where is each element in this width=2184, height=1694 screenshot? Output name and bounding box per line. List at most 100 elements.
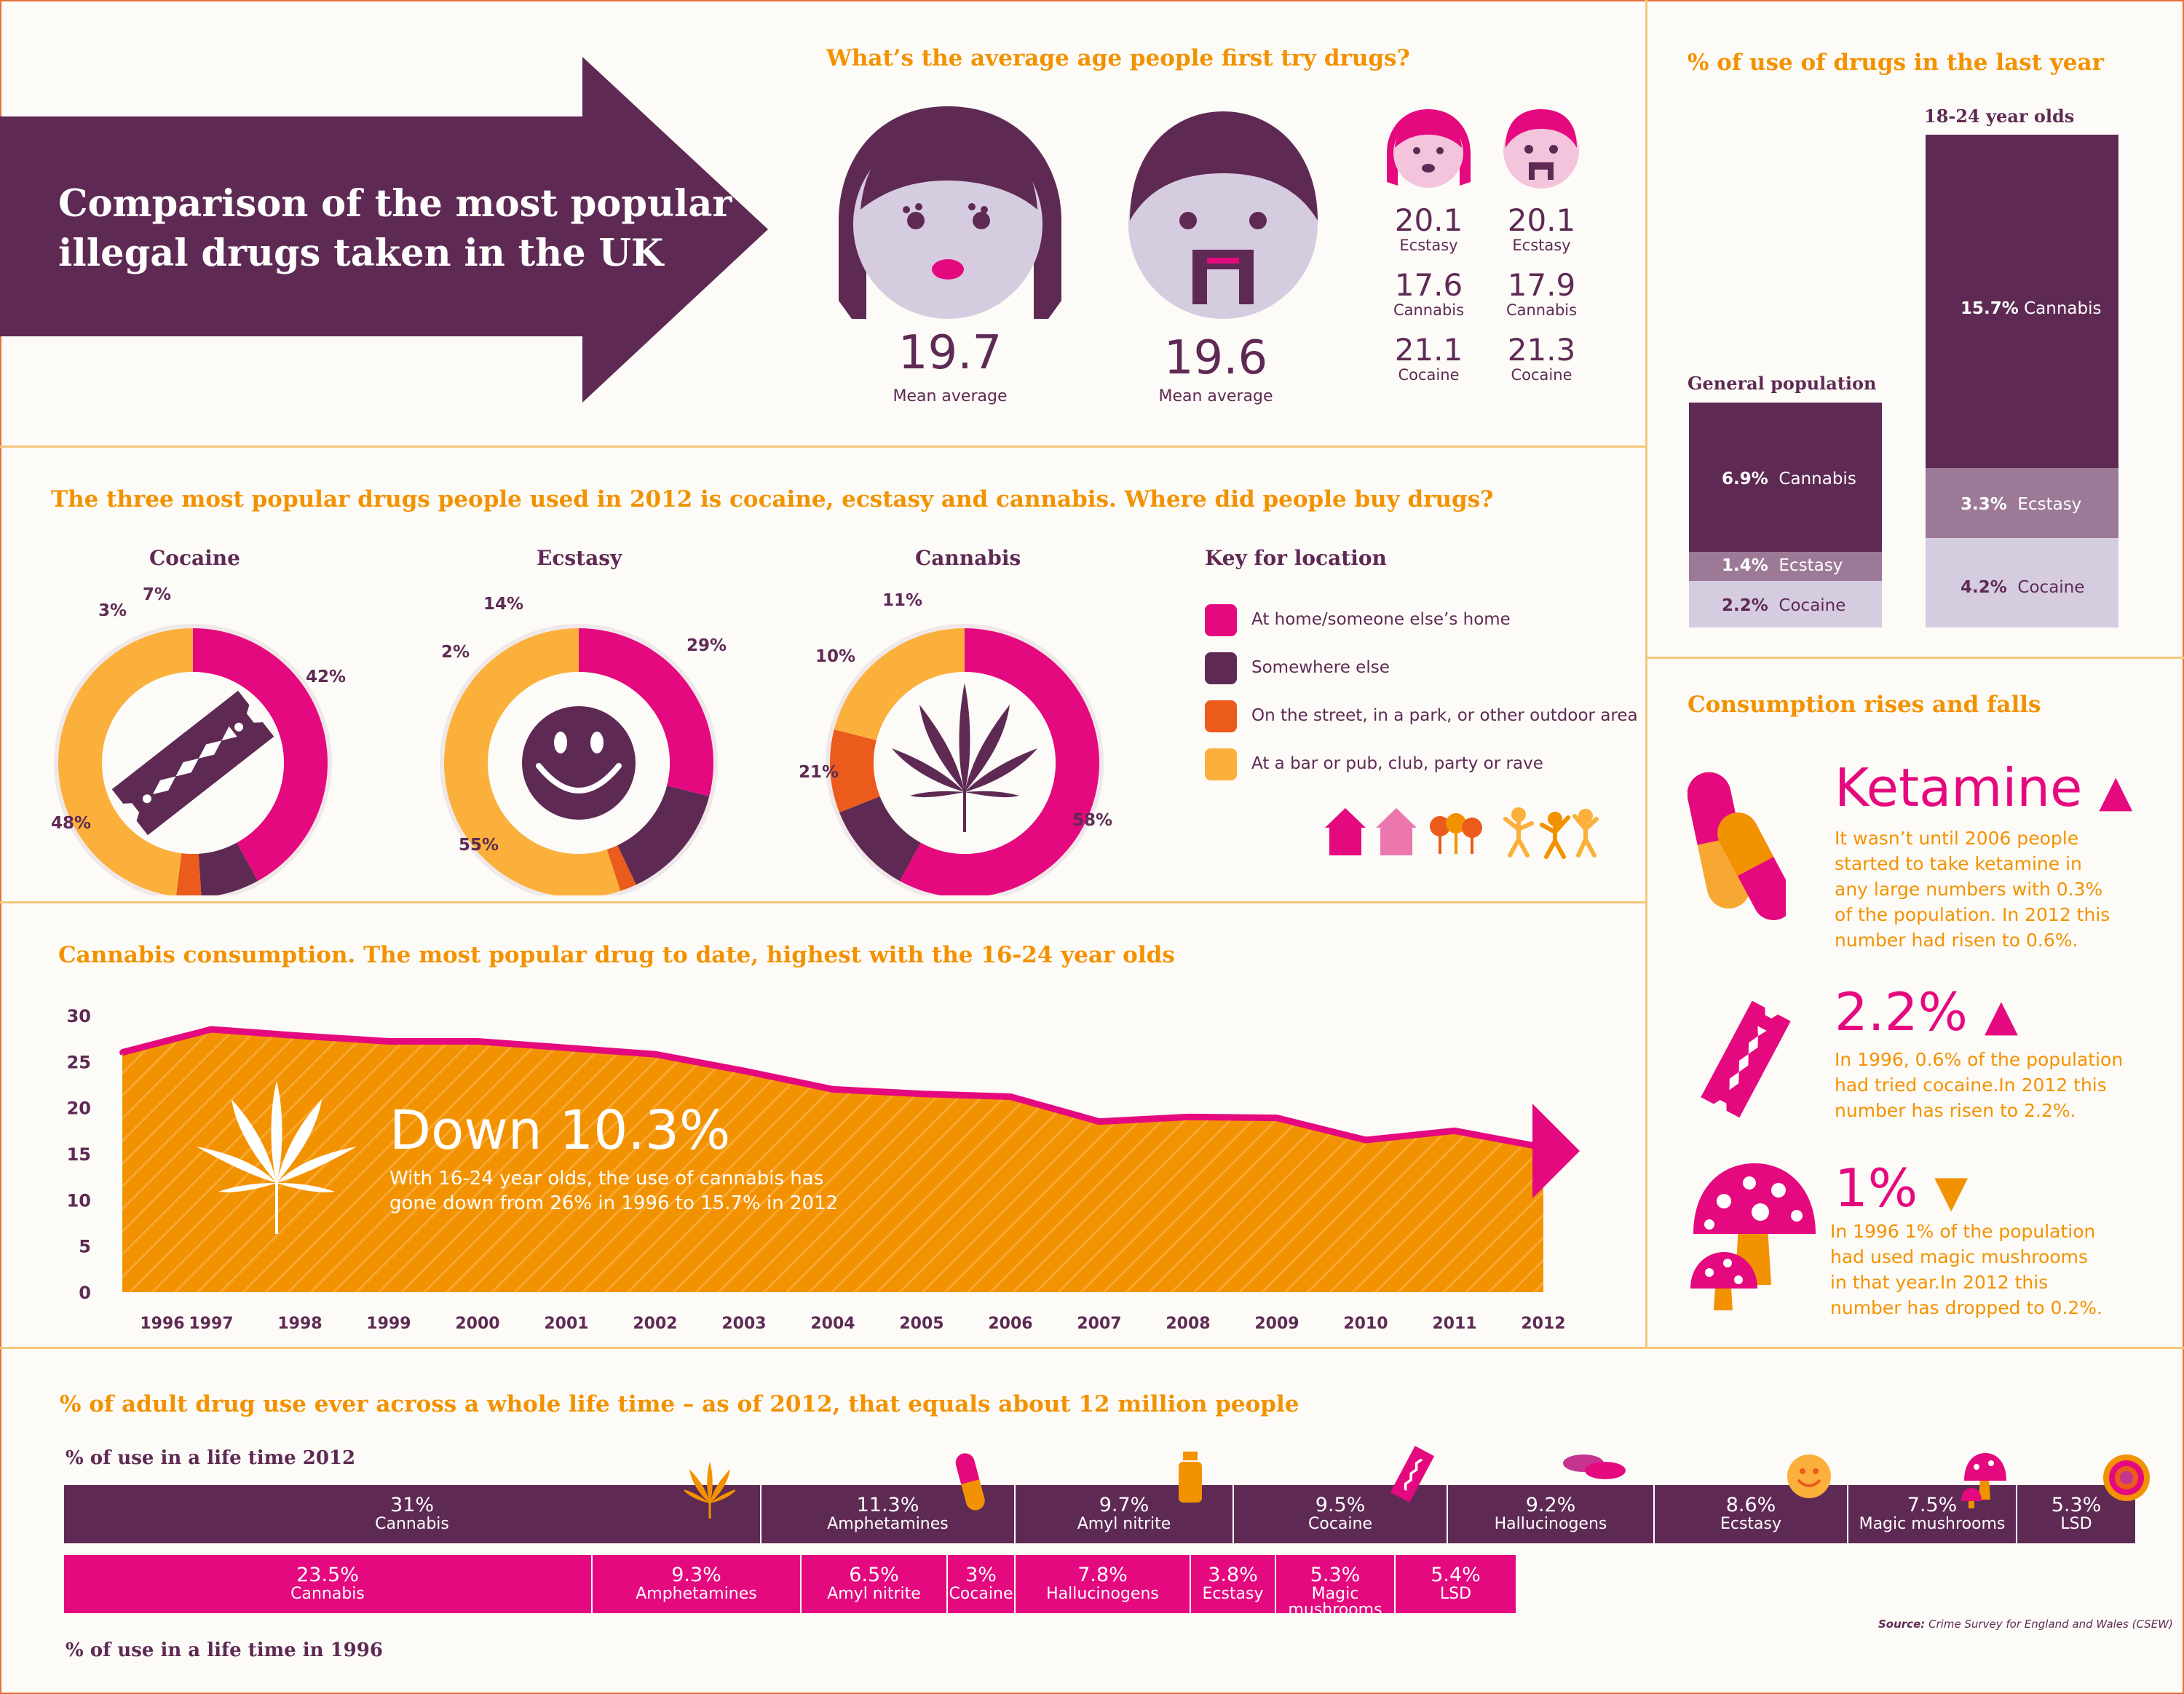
key-label-street: On the street, in a park, or other outdo… — [1251, 706, 1638, 725]
y-tick-label: 15 — [67, 1144, 91, 1165]
x-tick-label: 1996 — [140, 1315, 184, 1332]
female-ecstasy-label: Ecstasy — [1399, 237, 1458, 254]
general-cocaine-text: 2.2% Cocaine — [1722, 596, 1846, 615]
cannabis-donut-title: Cannabis — [915, 546, 1021, 570]
ketamine-text: It wasn’t until 2006 people started to ta… — [1835, 828, 2110, 951]
donut-slice-cannabis-3 — [834, 628, 965, 740]
lifetime-bar-cocaine: 3% Cocaine — [948, 1555, 1016, 1613]
bar-label: Magic mushrooms — [1859, 1515, 2006, 1533]
key-swatch-home — [1205, 604, 1237, 636]
cannabis-home-pct: 58% — [1072, 811, 1113, 830]
x-tick-label: 2011 — [1432, 1315, 1476, 1332]
lifetime-bar-amyl-nitrite: 6.5% Amyl nitrite — [802, 1555, 948, 1613]
y-tick-label: 10 — [67, 1190, 91, 1211]
female-cocaine-label: Cocaine — [1398, 366, 1460, 384]
general-ecstasy-text: 1.4% Ecstasy — [1722, 556, 1843, 575]
x-tick-label: 2012 — [1521, 1315, 1565, 1332]
ecstasy-street-pct: 2% — [441, 643, 470, 662]
male-ecstasy-label: Ecstasy — [1512, 237, 1571, 254]
razor-blade-icon — [1390, 1446, 1435, 1503]
female-mean-value: 19.7 — [898, 326, 1002, 380]
key-swatch-street — [1205, 700, 1237, 732]
young-cannabis-text: 15.7% Cannabis — [1961, 299, 2102, 318]
y-tick-label: 0 — [79, 1283, 91, 1303]
bar-value: 9.5% — [1315, 1494, 1366, 1516]
male-face-icon — [1128, 111, 1318, 319]
lifetime-2012-label: % of use in a life time 2012 — [66, 1447, 356, 1469]
lastyear-title: % of use of drugs in the last year — [1688, 50, 2104, 76]
divider — [0, 901, 1647, 903]
trend-arrow-head — [1532, 1104, 1580, 1199]
x-tick-label: 2007 — [1077, 1315, 1121, 1332]
smiley-icon — [1787, 1454, 1831, 1498]
bar-label: Ecstasy — [1202, 1585, 1264, 1603]
ketamine-heading: Ketamine ▲ — [1835, 757, 2133, 818]
donut-charts — [54, 624, 1104, 895]
female-cannabis-age: 17.6 — [1394, 267, 1463, 303]
smiley-icon — [522, 706, 636, 820]
bar-value: 9.2% — [1525, 1494, 1576, 1516]
trend-description: With 16-24 year olds, the use of cannabi… — [389, 1166, 838, 1216]
lifetime-1996-label: % of use in a life time in 1996 — [66, 1639, 383, 1661]
lsd-spiral-icon — [2103, 1454, 2150, 1501]
key-swatch-bar — [1205, 748, 1237, 780]
cocaine-change-text: In 1996, 0.6% of the population had tried… — [1835, 1049, 2124, 1121]
key-label-bar: At a bar or pub, club, party or rave — [1251, 754, 1543, 773]
x-tick-label: 2000 — [455, 1315, 499, 1332]
cannabis-street-pct: 10% — [815, 647, 856, 666]
donut-slice-cocaine-1 — [198, 842, 258, 895]
bar-label: LSD — [1439, 1585, 1472, 1603]
divider — [0, 1347, 2184, 1349]
donut-slice-cocaine-0 — [193, 628, 328, 882]
key-label-home: At home/someone else’s home — [1251, 610, 1511, 629]
female-cocaine-age: 21.1 — [1394, 332, 1463, 368]
bar-label: Amyl nitrite — [827, 1585, 921, 1603]
trees-icon — [1430, 813, 1482, 854]
cocaine-street-pct: 3% — [98, 601, 127, 620]
bar-value: 6.5% — [849, 1564, 899, 1586]
trend-area — [122, 1029, 1543, 1292]
trend-line — [121, 1026, 1544, 1151]
lifetime-bar-amphetamines: 9.3% Amphetamines — [593, 1555, 802, 1613]
trend-description-line: gone down from 26% in 1996 to 15.7% in 2… — [389, 1192, 839, 1214]
x-tick-label: 2008 — [1166, 1315, 1210, 1332]
donut-slice-cocaine-3 — [58, 628, 193, 895]
x-tick-label: 2005 — [899, 1315, 943, 1332]
lifetime-bar-cannabis: 23.5% Cannabis — [64, 1555, 593, 1613]
cannabis-leaf-icon — [197, 1081, 357, 1234]
hallucinogen-tablets-icon — [1563, 1454, 1626, 1479]
bar-label: Amphetamines — [827, 1515, 949, 1533]
razor-blade-icon — [1701, 1001, 1791, 1117]
general-cocaine-block — [1689, 581, 1882, 628]
lifetime-bar-magic-mushrooms: 5.3% Magic mushrooms — [1276, 1555, 1396, 1618]
ecstasy-home-pct: 29% — [687, 636, 727, 655]
male-cocaine-label: Cocaine — [1511, 366, 1572, 384]
key-label-elsewhere: Somewhere else — [1251, 658, 1390, 677]
young-ecstasy-text: 3.3% Ecstasy — [1961, 495, 2082, 514]
male-ages: 20.1 Ecstasy 17.9 Cannabis 21.3 Cocaine — [1492, 202, 1591, 384]
female-cannabis-label: Cannabis — [1393, 301, 1465, 319]
x-tick-label: 2004 — [810, 1315, 855, 1332]
amphetamine-pill-icon — [955, 1453, 985, 1511]
cocaine-elsewhere-pct: 7% — [143, 585, 172, 604]
title-arrow — [0, 57, 768, 403]
bar-label: Cannabis — [290, 1585, 365, 1603]
trend-title: Cannabis consumption. The most popular d… — [58, 942, 1175, 968]
house-icon — [1325, 808, 1366, 855]
bar-label: Hallucinogens — [1046, 1585, 1159, 1603]
arrow-up-icon: ▲ — [2099, 766, 2133, 817]
age-title: What’s the average age people first try … — [826, 45, 1410, 71]
ketamine-pill-icon — [1688, 772, 1786, 921]
general-cannabis-block — [1689, 403, 1882, 552]
bar-label: Cannabis — [375, 1515, 449, 1533]
bar-label: Ecstasy — [1720, 1515, 1782, 1533]
x-tick-label: 1999 — [366, 1315, 411, 1332]
bar-label: Magic mushrooms — [1288, 1585, 1382, 1619]
source-note: Source: Crime Survey for England and Wal… — [1878, 1618, 2173, 1631]
general-cannabis-text: 6.9% Cannabis — [1722, 470, 1856, 488]
male-small-face-icon — [1503, 109, 1579, 189]
mushroom-icon — [1690, 1163, 1816, 1310]
cannabis-leaf-icon — [892, 683, 1037, 832]
donut-slice-ecstasy-0 — [579, 628, 713, 797]
dancing-people-icon — [1503, 807, 1599, 859]
